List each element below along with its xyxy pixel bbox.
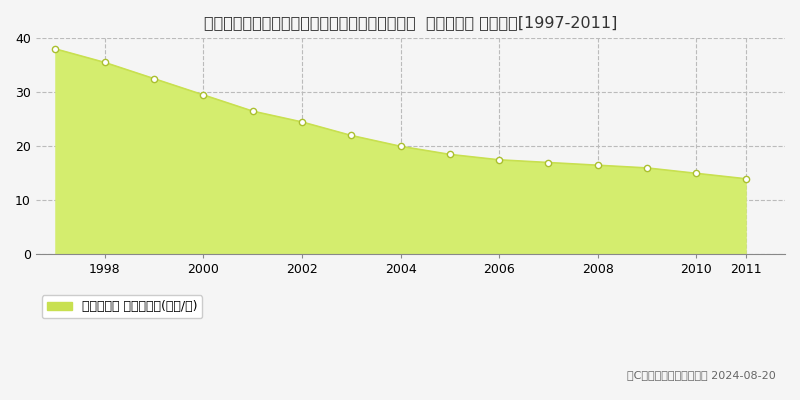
Title: 埼玉県比企郡川島町大字伊草字上宿並１１番３外  基準地価格 地価推移[1997-2011]: 埼玉県比企郡川島町大字伊草字上宿並１１番３外 基準地価格 地価推移[1997-2… [204, 15, 617, 30]
Text: （C）土地価格ドットコム 2024-08-20: （C）土地価格ドットコム 2024-08-20 [627, 370, 776, 380]
Legend: 基準地価格 平均坪単価(万円/坪): 基準地価格 平均坪単価(万円/坪) [42, 295, 202, 318]
